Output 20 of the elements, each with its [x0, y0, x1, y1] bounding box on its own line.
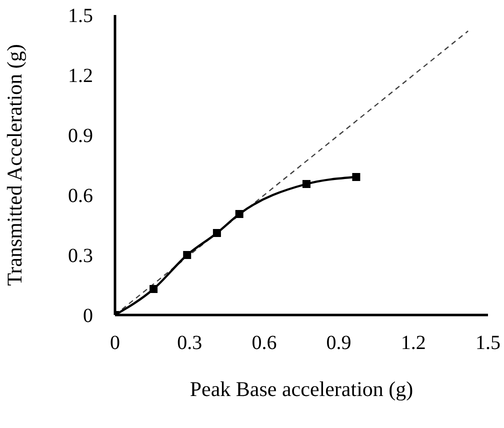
y-tick-label: 0.6 — [68, 185, 93, 208]
y-tick-label: 0.3 — [68, 245, 93, 268]
point — [235, 210, 244, 218]
x-tick-label: 0.6 — [252, 332, 277, 354]
x-tick-label: 0.9 — [326, 332, 352, 354]
point — [352, 173, 360, 181]
y-tick-label: 1.2 — [68, 65, 93, 88]
point — [212, 229, 221, 237]
x-axis-title: Peak Base acceleration (g) — [190, 377, 414, 401]
x-tick-label: 0.3 — [177, 332, 202, 354]
point — [150, 285, 158, 293]
y-tick-label: 0 — [83, 305, 93, 328]
x-tick-label: 1.2 — [400, 332, 426, 354]
x-tick-label: 1.5 — [476, 332, 500, 354]
point — [183, 251, 192, 259]
y-tick-label: 0.9 — [68, 125, 93, 148]
x-tick-label: 0 — [110, 332, 120, 354]
y-tick-label: 1.5 — [68, 5, 93, 28]
y-axis-title: Transmitted Acceleration (g) — [2, 44, 26, 286]
point — [302, 180, 310, 188]
